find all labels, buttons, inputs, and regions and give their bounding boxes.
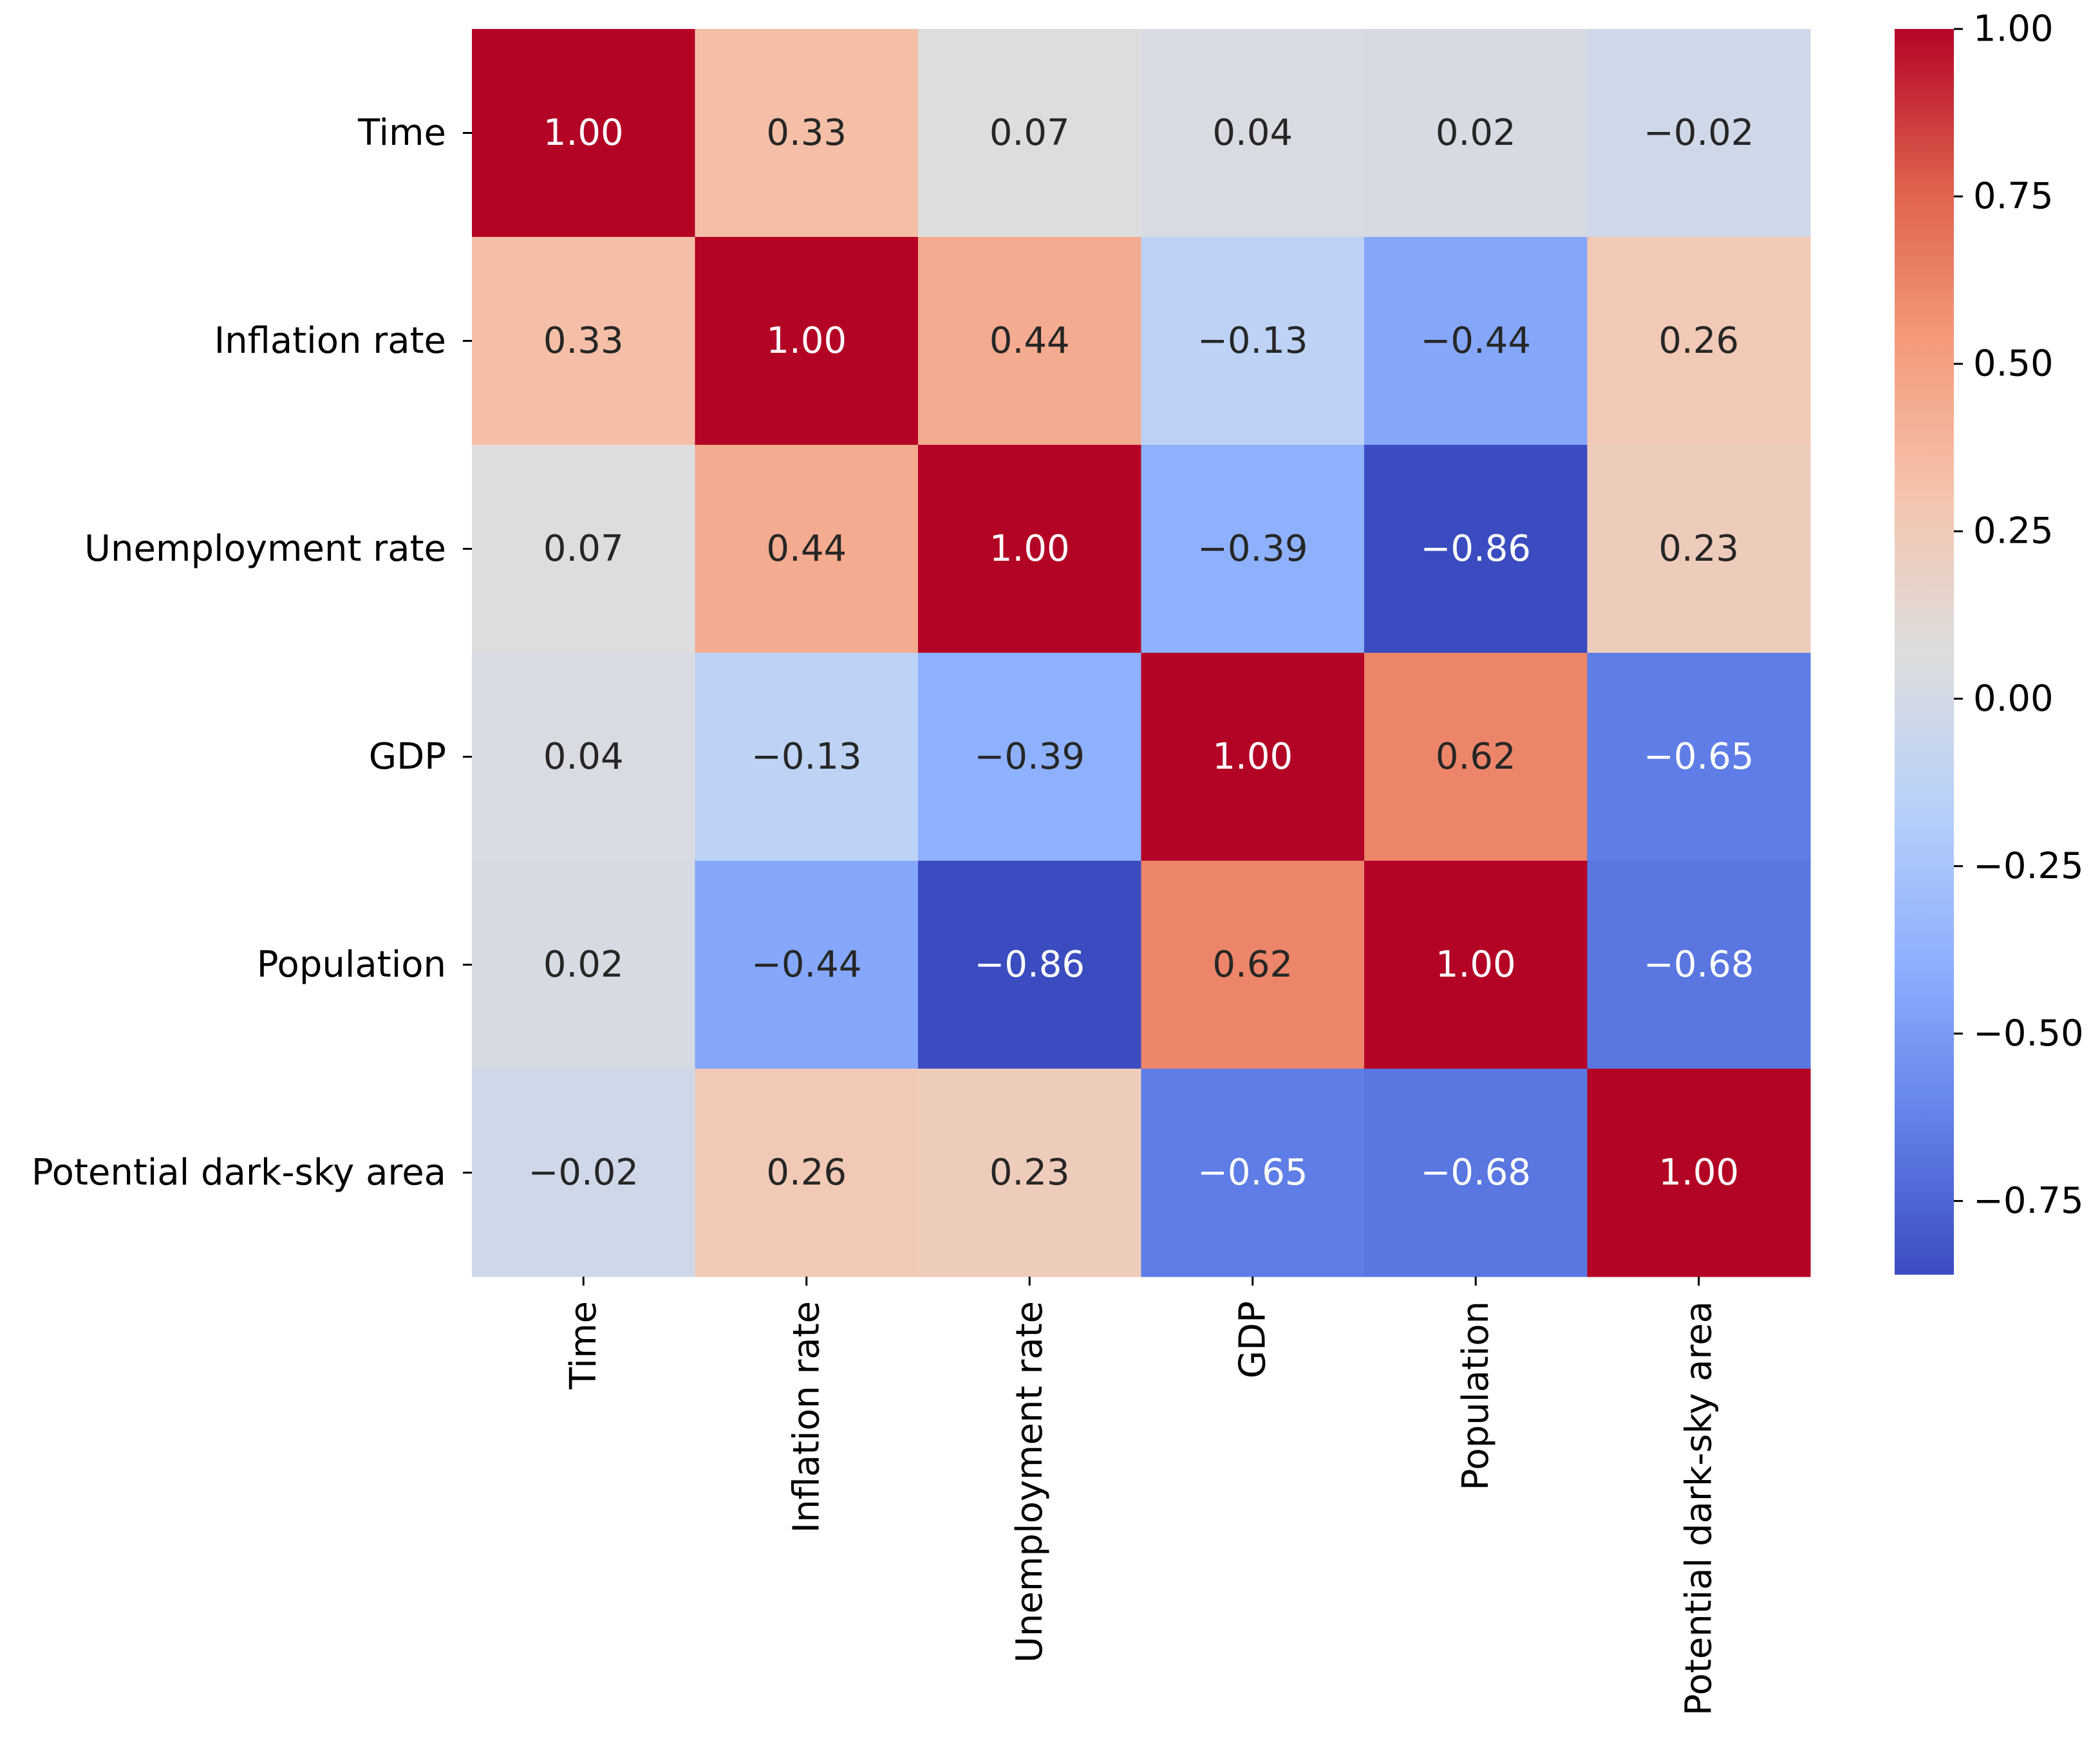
colorbar-tick-label-1: 0.75	[1973, 176, 2054, 218]
heatmap-cell-4-2	[918, 861, 1142, 1069]
colorbar-tick-label-6: −0.50	[1973, 1013, 2084, 1055]
cell-value-4-3: 0.62	[1212, 944, 1293, 986]
y-tick-label-inflation-rate: Inflation rate	[214, 320, 446, 362]
cell-value-3-4: 0.62	[1436, 736, 1516, 778]
y-tick-label-unemployment-rate: Unemployment rate	[84, 528, 446, 570]
colorbar-tick-label-0: 1.00	[1973, 8, 2054, 50]
y-tick-label-time: Time	[357, 112, 446, 154]
heatmap-cell-1-5	[1587, 237, 1811, 445]
heatmap-cell-2-2	[918, 445, 1142, 653]
heatmap-cell-0-0	[472, 29, 696, 238]
cell-value-1-2: 0.44	[989, 320, 1070, 362]
heatmap-cell-5-4	[1364, 1069, 1588, 1277]
heatmap-cell-0-1	[695, 29, 919, 238]
x-tick-label-unemployment-rate: Unemployment rate	[1009, 1301, 1051, 1663]
cell-value-2-5: 0.23	[1658, 528, 1739, 570]
cell-value-5-0: −0.02	[528, 1152, 639, 1194]
x-tick-label-population: Population	[1455, 1301, 1497, 1490]
heatmap-cell-0-4	[1364, 29, 1588, 238]
heatmap-cell-3-4	[1364, 653, 1588, 861]
cell-value-3-1: −0.13	[751, 736, 862, 778]
heatmap-cell-4-1	[695, 861, 919, 1069]
heatmap-cell-3-2	[918, 653, 1142, 861]
colorbar: 1.00 0.75 0.50 0.25 0.00 −0.25 −0.50 −0.75	[1895, 8, 2084, 1275]
heatmap-cell-4-3	[1141, 861, 1365, 1069]
cell-value-4-0: 0.02	[543, 944, 624, 986]
heatmap-cell-0-3	[1141, 29, 1365, 238]
heatmap-cell-4-4	[1364, 861, 1588, 1069]
cell-value-1-3: −0.13	[1197, 320, 1308, 362]
cell-value-4-2: −0.86	[974, 944, 1085, 986]
cell-value-0-1: 0.33	[766, 112, 847, 154]
heatmap-cell-3-5	[1587, 653, 1811, 861]
heatmap-cell-4-5	[1587, 861, 1811, 1069]
cell-value-5-3: −0.65	[1197, 1152, 1308, 1194]
cell-value-5-4: −0.68	[1420, 1152, 1531, 1194]
heatmap-cell-5-5	[1587, 1069, 1811, 1277]
cell-value-3-0: 0.04	[543, 736, 624, 778]
y-tick-label-potential-dark-sky-area: Potential dark-sky area	[32, 1152, 446, 1194]
heatmap-cell-3-3	[1141, 653, 1365, 861]
heatmap-cell-1-4	[1364, 237, 1588, 445]
cell-value-5-2: 0.23	[989, 1152, 1070, 1194]
heatmap-cell-5-3	[1141, 1069, 1365, 1277]
heatmap-cell-3-1	[695, 653, 919, 861]
cell-value-0-4: 0.02	[1436, 112, 1516, 154]
heatmap-cell-2-0	[472, 445, 696, 653]
cell-value-3-2: −0.39	[974, 736, 1085, 778]
heatmap-cell-1-3	[1141, 237, 1365, 445]
cell-value-0-0: 1.00	[543, 112, 624, 154]
heatmap-cell-1-0	[472, 237, 696, 445]
cell-value-3-5: −0.65	[1644, 736, 1754, 778]
heatmap-cell-3-0	[472, 653, 696, 861]
heatmap-cell-5-2	[918, 1069, 1142, 1277]
cell-value-1-1: 1.00	[766, 320, 847, 362]
colorbar-tick-label-7: −0.75	[1973, 1180, 2084, 1222]
cell-value-2-0: 0.07	[543, 528, 624, 570]
heatmap-cell-5-1	[695, 1069, 919, 1277]
colorbar-tick-label-4: 0.00	[1973, 678, 2054, 720]
heatmap-cell-2-3	[1141, 445, 1365, 653]
heatmap-cell-0-5	[1587, 29, 1811, 238]
cell-value-2-3: −0.39	[1197, 528, 1308, 570]
colorbar-tick-label-5: −0.25	[1973, 845, 2084, 887]
cell-value-5-5: 1.00	[1658, 1152, 1739, 1194]
x-tick-label-potential-dark-sky-area: Potential dark-sky area	[1678, 1301, 1720, 1716]
cell-value-4-5: −0.68	[1644, 944, 1754, 986]
heatmap-cell-2-5	[1587, 445, 1811, 653]
cell-value-0-5: −0.02	[1644, 112, 1754, 154]
cell-value-1-0: 0.33	[543, 320, 624, 362]
colorbar-tick-label-2: 0.50	[1973, 343, 2054, 385]
cell-value-4-4: 1.00	[1436, 944, 1516, 986]
y-axis: Time Inflation rate Unemployment rate GDP Po…	[32, 112, 472, 1194]
cell-value-0-3: 0.04	[1212, 112, 1293, 154]
x-tick-label-time: Time	[563, 1301, 605, 1390]
x-tick-label-gdp: GDP	[1232, 1301, 1273, 1378]
cell-value-2-2: 1.00	[989, 528, 1070, 570]
y-tick-label-population: Population	[257, 944, 446, 986]
cell-value-1-4: −0.44	[1420, 320, 1531, 362]
cell-value-2-1: 0.44	[766, 528, 847, 570]
y-tick-label-gdp: GDP	[369, 736, 446, 778]
x-tick-label-inflation-rate: Inflation rate	[785, 1301, 827, 1533]
cell-value-4-1: −0.44	[751, 944, 862, 986]
cell-value-2-4: −0.86	[1420, 528, 1531, 570]
cell-value-5-1: 0.26	[766, 1152, 847, 1194]
cell-value-1-5: 0.26	[1658, 320, 1739, 362]
heatmap-cells	[472, 29, 1811, 1277]
heatmap-cell-5-0	[472, 1069, 696, 1277]
heatmap-cell-0-2	[918, 29, 1142, 238]
heatmap-cell-4-0	[472, 861, 696, 1069]
colorbar-gradient	[1895, 29, 1954, 1275]
x-axis: Time Inflation rate Unemployment rate GDP Po…	[563, 1277, 1720, 1716]
heatmap-annotations: 1.00 0.33 0.07 0.04 0.02 −0.02 0.33 1.00 0.44 −0.…	[528, 112, 1754, 1194]
heatmap-cell-1-2	[918, 237, 1142, 445]
cell-value-0-2: 0.07	[989, 112, 1070, 154]
heatmap-cell-2-4	[1364, 445, 1588, 653]
heatmap-cell-2-1	[695, 445, 919, 653]
heatmap-cell-1-1	[695, 237, 919, 445]
cell-value-3-3: 1.00	[1212, 736, 1293, 778]
colorbar-tick-label-3: 0.25	[1973, 511, 2054, 552]
